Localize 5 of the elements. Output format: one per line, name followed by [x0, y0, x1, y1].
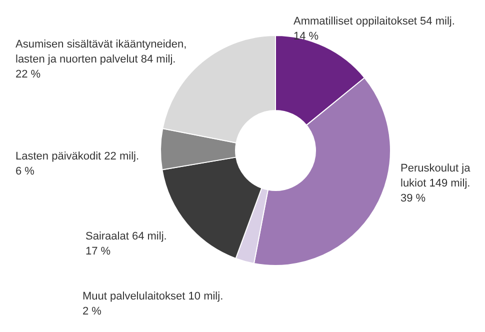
slice-label: Asumisen sisältävät ikääntyneiden, lasten ja nuorten palvelut 84 milj. 22 % — [16, 38, 187, 80]
slice-label: Lasten päiväkodit 22 milj. 6 % — [16, 150, 140, 178]
slice-label: Muut palvelulaitokset 10 milj. 2 % — [82, 290, 224, 318]
slice-label: Peruskoulut ja lukiot 149 milj. 39 % — [400, 162, 472, 204]
slice-label: Sairaalat 64 milj. 17 % — [86, 230, 167, 258]
